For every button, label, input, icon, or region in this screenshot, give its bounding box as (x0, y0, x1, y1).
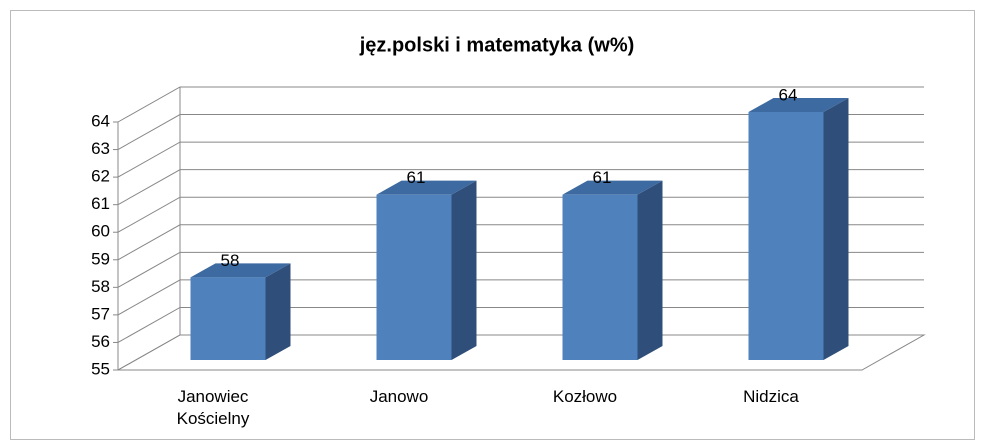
bar-top (748, 98, 849, 112)
y-tick-label: 55 (91, 359, 110, 378)
value-label: 58 (221, 251, 240, 270)
value-label: 64 (779, 85, 798, 104)
bar-side (823, 98, 849, 360)
bar (190, 277, 266, 360)
x-tick-label: Janowiec Kościelny (176, 387, 250, 428)
bar-top (376, 180, 477, 195)
y-tick-label: 58 (91, 277, 110, 296)
bar (748, 112, 824, 360)
x-tick-label: Janowo (369, 387, 429, 406)
y-tick-label: 57 (91, 304, 110, 323)
bar-side (265, 263, 291, 360)
bar (376, 194, 452, 360)
y-tick-label: 59 (91, 249, 110, 268)
y-tick-label: 56 (91, 332, 110, 351)
bar (562, 194, 638, 360)
bar-side (451, 180, 477, 360)
chart-title: jęz.polski i matematyka (w%) (359, 34, 635, 56)
y-tick-label: 63 (91, 139, 110, 158)
bar-top (190, 263, 291, 278)
y-tick-label: 61 (91, 194, 110, 213)
x-tick-label: Kozłowo (552, 387, 618, 406)
value-label: 61 (407, 168, 426, 187)
y-tick-label: 60 (91, 222, 110, 241)
bar-top (562, 180, 663, 195)
y-tick-label: 64 (91, 111, 110, 130)
y-tick-label: 62 (91, 167, 110, 186)
bar-side (637, 180, 663, 360)
value-label: 61 (593, 168, 612, 187)
x-tick-label: Nidzica (743, 387, 799, 406)
